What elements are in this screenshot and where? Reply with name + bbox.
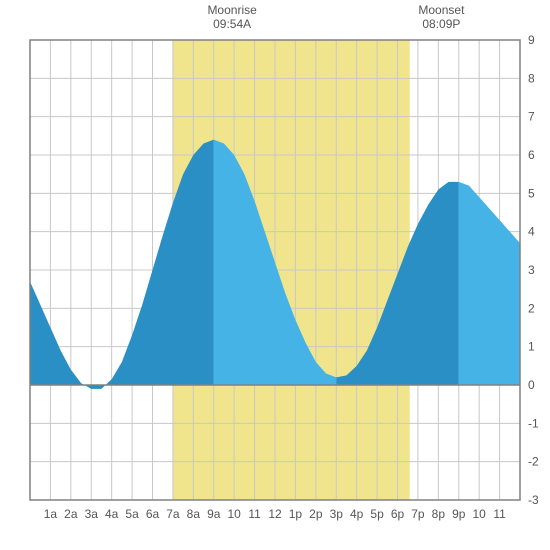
top-label-title: Moonset bbox=[418, 3, 465, 17]
x-tick-label: 8a bbox=[187, 507, 201, 521]
x-tick-label: 10 bbox=[472, 507, 486, 521]
x-tick-label: 12 bbox=[268, 507, 282, 521]
y-tick-label: -3 bbox=[528, 493, 539, 507]
y-tick-label: -1 bbox=[528, 416, 539, 430]
x-tick-label: 6p bbox=[391, 507, 405, 521]
x-tick-label: 6a bbox=[146, 507, 160, 521]
x-tick-label: 4a bbox=[105, 507, 119, 521]
x-tick-label: 5a bbox=[125, 507, 139, 521]
x-tick-label: 9p bbox=[452, 507, 466, 521]
y-tick-label: 9 bbox=[528, 33, 535, 47]
top-label-value: 08:09P bbox=[422, 17, 460, 31]
x-tick-label: 7p bbox=[411, 507, 425, 521]
x-tick-label: 11 bbox=[493, 507, 506, 521]
y-tick-label: 8 bbox=[528, 71, 535, 85]
y-tick-label: 4 bbox=[528, 225, 535, 239]
y-tick-label: 7 bbox=[528, 110, 535, 124]
x-tick-label: 3p bbox=[330, 507, 344, 521]
chart-svg: 1a2a3a4a5a6a7a8a9a1011121p2p3p4p5p6p7p8p… bbox=[0, 0, 550, 550]
x-tick-label: 10 bbox=[227, 507, 241, 521]
top-label-value: 09:54A bbox=[213, 17, 251, 31]
y-tick-label: -2 bbox=[528, 455, 539, 469]
y-tick-label: 6 bbox=[528, 148, 535, 162]
y-tick-label: 5 bbox=[528, 186, 535, 200]
y-tick-label: 1 bbox=[528, 340, 535, 354]
y-tick-label: 3 bbox=[528, 263, 535, 277]
y-tick-label: 0 bbox=[528, 378, 535, 392]
x-tick-label: 2a bbox=[64, 507, 78, 521]
x-tick-label: 8p bbox=[432, 507, 446, 521]
x-tick-label: 2p bbox=[309, 507, 323, 521]
top-label-title: Moonrise bbox=[207, 3, 257, 17]
y-tick-label: 2 bbox=[528, 301, 535, 315]
x-tick-label: 5p bbox=[370, 507, 384, 521]
x-tick-label: 1p bbox=[289, 507, 303, 521]
x-tick-label: 4p bbox=[350, 507, 364, 521]
x-tick-label: 1a bbox=[44, 507, 58, 521]
x-tick-label: 9a bbox=[207, 507, 221, 521]
tide-chart: 1a2a3a4a5a6a7a8a9a1011121p2p3p4p5p6p7p8p… bbox=[0, 0, 550, 550]
x-tick-label: 11 bbox=[248, 507, 261, 521]
x-tick-label: 7a bbox=[166, 507, 180, 521]
x-tick-label: 3a bbox=[85, 507, 99, 521]
